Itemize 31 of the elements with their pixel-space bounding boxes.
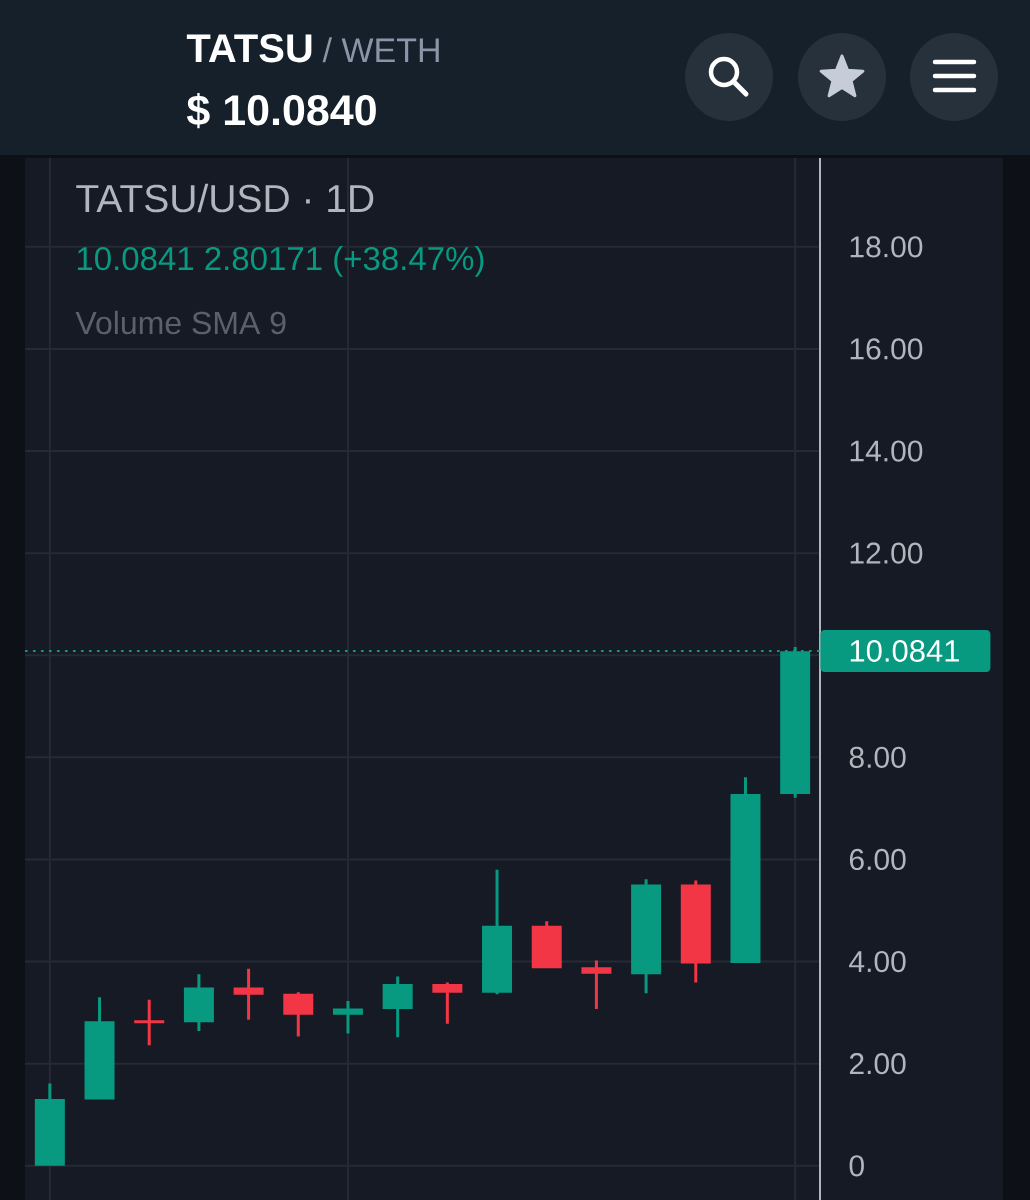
candlestick (730, 777, 761, 964)
annotation: Volume SMA 9 (75, 310, 286, 335)
candlestick (482, 869, 513, 995)
text: $ 10.0840 (186, 93, 376, 129)
candlestick (233, 968, 264, 1020)
y-tick-label: 4.00 (849, 950, 906, 973)
candlestick (34, 1083, 65, 1166)
candlestick (84, 997, 115, 1100)
candlestick (283, 992, 314, 1037)
candlestick (332, 1000, 363, 1034)
candlestick (581, 960, 612, 1010)
y-tick-label: 8.00 (849, 746, 906, 768)
text: TATSU (186, 34, 312, 63)
candlestick (432, 982, 463, 1024)
text: 10.0841 2.80171 (+38.47%) (77, 246, 484, 277)
candlestick (531, 921, 562, 969)
y-tick-label: 14.00 (850, 440, 923, 462)
y-tick-label: 18.00 (850, 236, 923, 258)
candlestick (382, 976, 413, 1038)
y-tick-label: 0 (849, 1155, 864, 1177)
text: TATSU/USD · 1D (76, 183, 374, 213)
text: / WETH (322, 37, 439, 63)
candlestick (134, 999, 165, 1046)
ref-line-label: 10.0841 (850, 639, 959, 662)
y-tick-label: 16.00 (850, 338, 923, 360)
y-tick-label: 12.00 (850, 542, 923, 564)
y-tick-label: 6.00 (849, 848, 906, 871)
y-tick-label: 2.00 (849, 1053, 906, 1075)
candlestick (631, 879, 662, 994)
candlestick (680, 880, 711, 983)
candlestick (183, 974, 214, 1031)
